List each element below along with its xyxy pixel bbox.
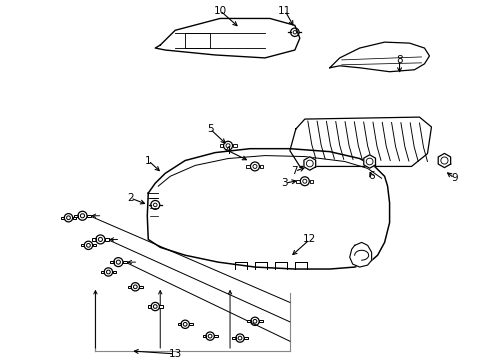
FancyBboxPatch shape	[122, 261, 126, 263]
FancyBboxPatch shape	[139, 286, 142, 288]
FancyBboxPatch shape	[74, 215, 78, 217]
Polygon shape	[155, 18, 299, 58]
Text: 8: 8	[395, 55, 402, 65]
Polygon shape	[304, 157, 315, 170]
Polygon shape	[147, 149, 389, 269]
Text: 2: 2	[127, 193, 133, 203]
FancyBboxPatch shape	[202, 335, 205, 337]
FancyBboxPatch shape	[177, 323, 181, 325]
Polygon shape	[363, 155, 375, 168]
Polygon shape	[437, 153, 450, 168]
Polygon shape	[349, 242, 371, 267]
Text: 9: 9	[450, 173, 457, 183]
Text: 12: 12	[303, 234, 316, 244]
FancyBboxPatch shape	[92, 238, 96, 240]
Polygon shape	[289, 117, 430, 166]
Text: 3: 3	[281, 178, 287, 188]
Text: 1: 1	[144, 156, 151, 166]
FancyBboxPatch shape	[232, 144, 236, 147]
FancyBboxPatch shape	[247, 320, 250, 322]
FancyBboxPatch shape	[87, 215, 90, 217]
Text: 4: 4	[224, 146, 231, 156]
FancyBboxPatch shape	[81, 244, 84, 246]
Polygon shape	[329, 42, 428, 72]
Text: 7: 7	[291, 166, 298, 176]
Text: 13: 13	[168, 349, 182, 359]
FancyBboxPatch shape	[260, 165, 263, 168]
Text: 6: 6	[367, 171, 374, 181]
FancyBboxPatch shape	[112, 271, 116, 273]
FancyBboxPatch shape	[147, 306, 151, 307]
Text: 11: 11	[278, 5, 291, 15]
FancyBboxPatch shape	[189, 323, 192, 325]
FancyBboxPatch shape	[159, 306, 163, 307]
FancyBboxPatch shape	[110, 261, 114, 263]
FancyBboxPatch shape	[73, 217, 76, 219]
FancyBboxPatch shape	[92, 244, 96, 246]
FancyBboxPatch shape	[246, 165, 249, 168]
FancyBboxPatch shape	[105, 238, 108, 240]
FancyBboxPatch shape	[232, 337, 235, 339]
FancyBboxPatch shape	[259, 320, 262, 322]
FancyBboxPatch shape	[244, 337, 247, 339]
Text: 5: 5	[206, 124, 213, 134]
FancyBboxPatch shape	[296, 180, 299, 183]
FancyBboxPatch shape	[214, 335, 217, 337]
FancyBboxPatch shape	[127, 286, 131, 288]
Text: 10: 10	[213, 5, 226, 15]
FancyBboxPatch shape	[309, 180, 313, 183]
FancyBboxPatch shape	[219, 144, 223, 147]
FancyBboxPatch shape	[61, 217, 64, 219]
FancyBboxPatch shape	[101, 271, 104, 273]
